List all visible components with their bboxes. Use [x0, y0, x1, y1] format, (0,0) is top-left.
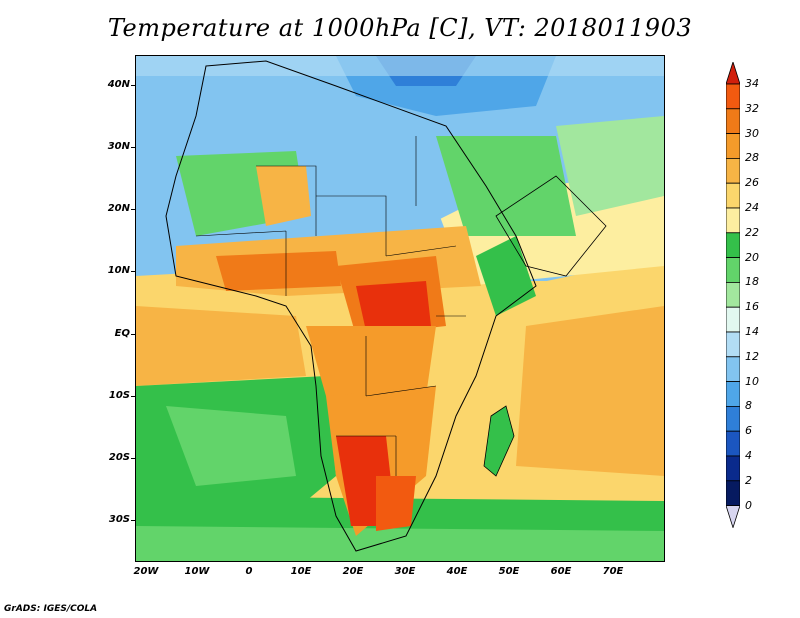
lon-label-40e: 40E: [446, 566, 468, 577]
colorbar-svg: [725, 60, 741, 529]
colorbar-label: 10: [745, 374, 759, 388]
lat-tick: [131, 520, 136, 521]
colorbar-label: 26: [745, 176, 759, 190]
colorbar-label: 28: [745, 151, 759, 165]
colorbar-label: 30: [745, 126, 759, 140]
colorbar: [725, 60, 741, 532]
southern-ocean-cool-zone: [136, 526, 664, 561]
colorbar-segment: [725, 158, 741, 184]
colorbar-label: 34: [745, 77, 759, 90]
lat-label-40n: 40N: [107, 79, 130, 90]
colorbar-segment: [725, 405, 741, 432]
lat-label-30s: 30S: [108, 514, 130, 525]
lat-tick: [131, 271, 136, 272]
lon-label-0: 0: [245, 566, 253, 577]
country-borders: [195, 136, 466, 476]
colorbar-label: 2: [745, 473, 752, 487]
colorbar-segment: [725, 108, 741, 134]
footer-credit: GrADS: IGES/COLA: [4, 604, 98, 614]
gulf-guinea-zone: [136, 306, 306, 386]
colorbar-label: 20: [745, 250, 759, 264]
colorbar-bottom-arrow: [725, 505, 741, 529]
lon-label-30e: 30E: [394, 566, 416, 577]
temperature-field-plot: [136, 56, 664, 561]
colorbar-label: 14: [745, 325, 759, 338]
lon-label-10e: 10E: [290, 566, 312, 577]
colorbar-label: 18: [745, 275, 759, 289]
lat-label-eq: EQ: [114, 328, 130, 339]
colorbar-segment: [725, 480, 741, 506]
map-title: Temperature at 1000hPa [C], VT: 20180119…: [107, 14, 693, 42]
colorbar-label: 16: [745, 300, 759, 314]
colorbar-segment: [725, 257, 741, 283]
lon-label-20w: 20W: [133, 566, 159, 577]
lat-label-20s: 20S: [108, 452, 130, 463]
horn-green-zone: [476, 236, 536, 316]
south-africa-hot-zone: [376, 476, 416, 531]
colorbar-segment: [725, 381, 741, 407]
colorbar-segment: [725, 356, 741, 382]
congo-hot-core: [356, 281, 431, 331]
africa-coastline: [165, 60, 537, 552]
colorbar-label: 8: [745, 399, 752, 413]
arabia-coastline: [495, 175, 607, 277]
colorbar-segment: [725, 430, 741, 457]
lon-label-70e: 70E: [602, 566, 624, 577]
colorbar-segment: [725, 281, 741, 308]
madagascar-zone: [484, 406, 514, 476]
lat-tick: [131, 147, 136, 148]
colorbar-label: 32: [745, 101, 759, 115]
colorbar-label: 0: [745, 498, 752, 512]
colorbar-segment: [725, 455, 741, 482]
lat-tick: [131, 85, 136, 86]
colorbar-segment: [725, 133, 741, 159]
lon-label-20e: 20E: [342, 566, 364, 577]
colorbar-top-arrow: [725, 60, 741, 85]
lon-label-10w: 10W: [184, 566, 210, 577]
colorbar-segment: [725, 306, 741, 333]
indian-ocean-warm-zone: [516, 306, 664, 476]
congo-basin-zone: [306, 326, 436, 396]
lon-label-50e: 50E: [498, 566, 520, 577]
lat-label-10n: 10N: [107, 265, 130, 276]
colorbar-segment: [725, 182, 741, 209]
lat-label-30n: 30N: [107, 141, 130, 152]
west-africa-hot-zone: [216, 251, 341, 291]
arabia-green-zone: [436, 136, 576, 236]
lat-label-10s: 10S: [108, 390, 130, 401]
colorbar-label: 12: [745, 349, 759, 363]
colorbar-segment: [725, 83, 741, 110]
lat-tick: [131, 396, 136, 397]
persia-zone: [556, 116, 664, 216]
madagascar-coastline: [483, 405, 515, 477]
mali-warm-zone: [256, 166, 311, 226]
north-edge-zone: [136, 56, 664, 76]
temperature-map: [135, 55, 665, 562]
colorbar-label: 6: [745, 424, 752, 438]
lat-tick: [131, 334, 136, 335]
south-atlantic-light-zone: [166, 406, 296, 486]
colorbar-label: 22: [745, 225, 759, 239]
colorbar-label: 4: [745, 449, 752, 462]
lat-label-20n: 20N: [107, 203, 130, 214]
colorbar-segment: [725, 207, 741, 234]
lat-tick: [131, 209, 136, 210]
colorbar-label: 24: [745, 201, 759, 214]
colorbar-segment: [725, 232, 741, 259]
lon-label-60e: 60E: [550, 566, 572, 577]
lat-tick: [131, 458, 136, 459]
colorbar-segment: [725, 331, 741, 358]
